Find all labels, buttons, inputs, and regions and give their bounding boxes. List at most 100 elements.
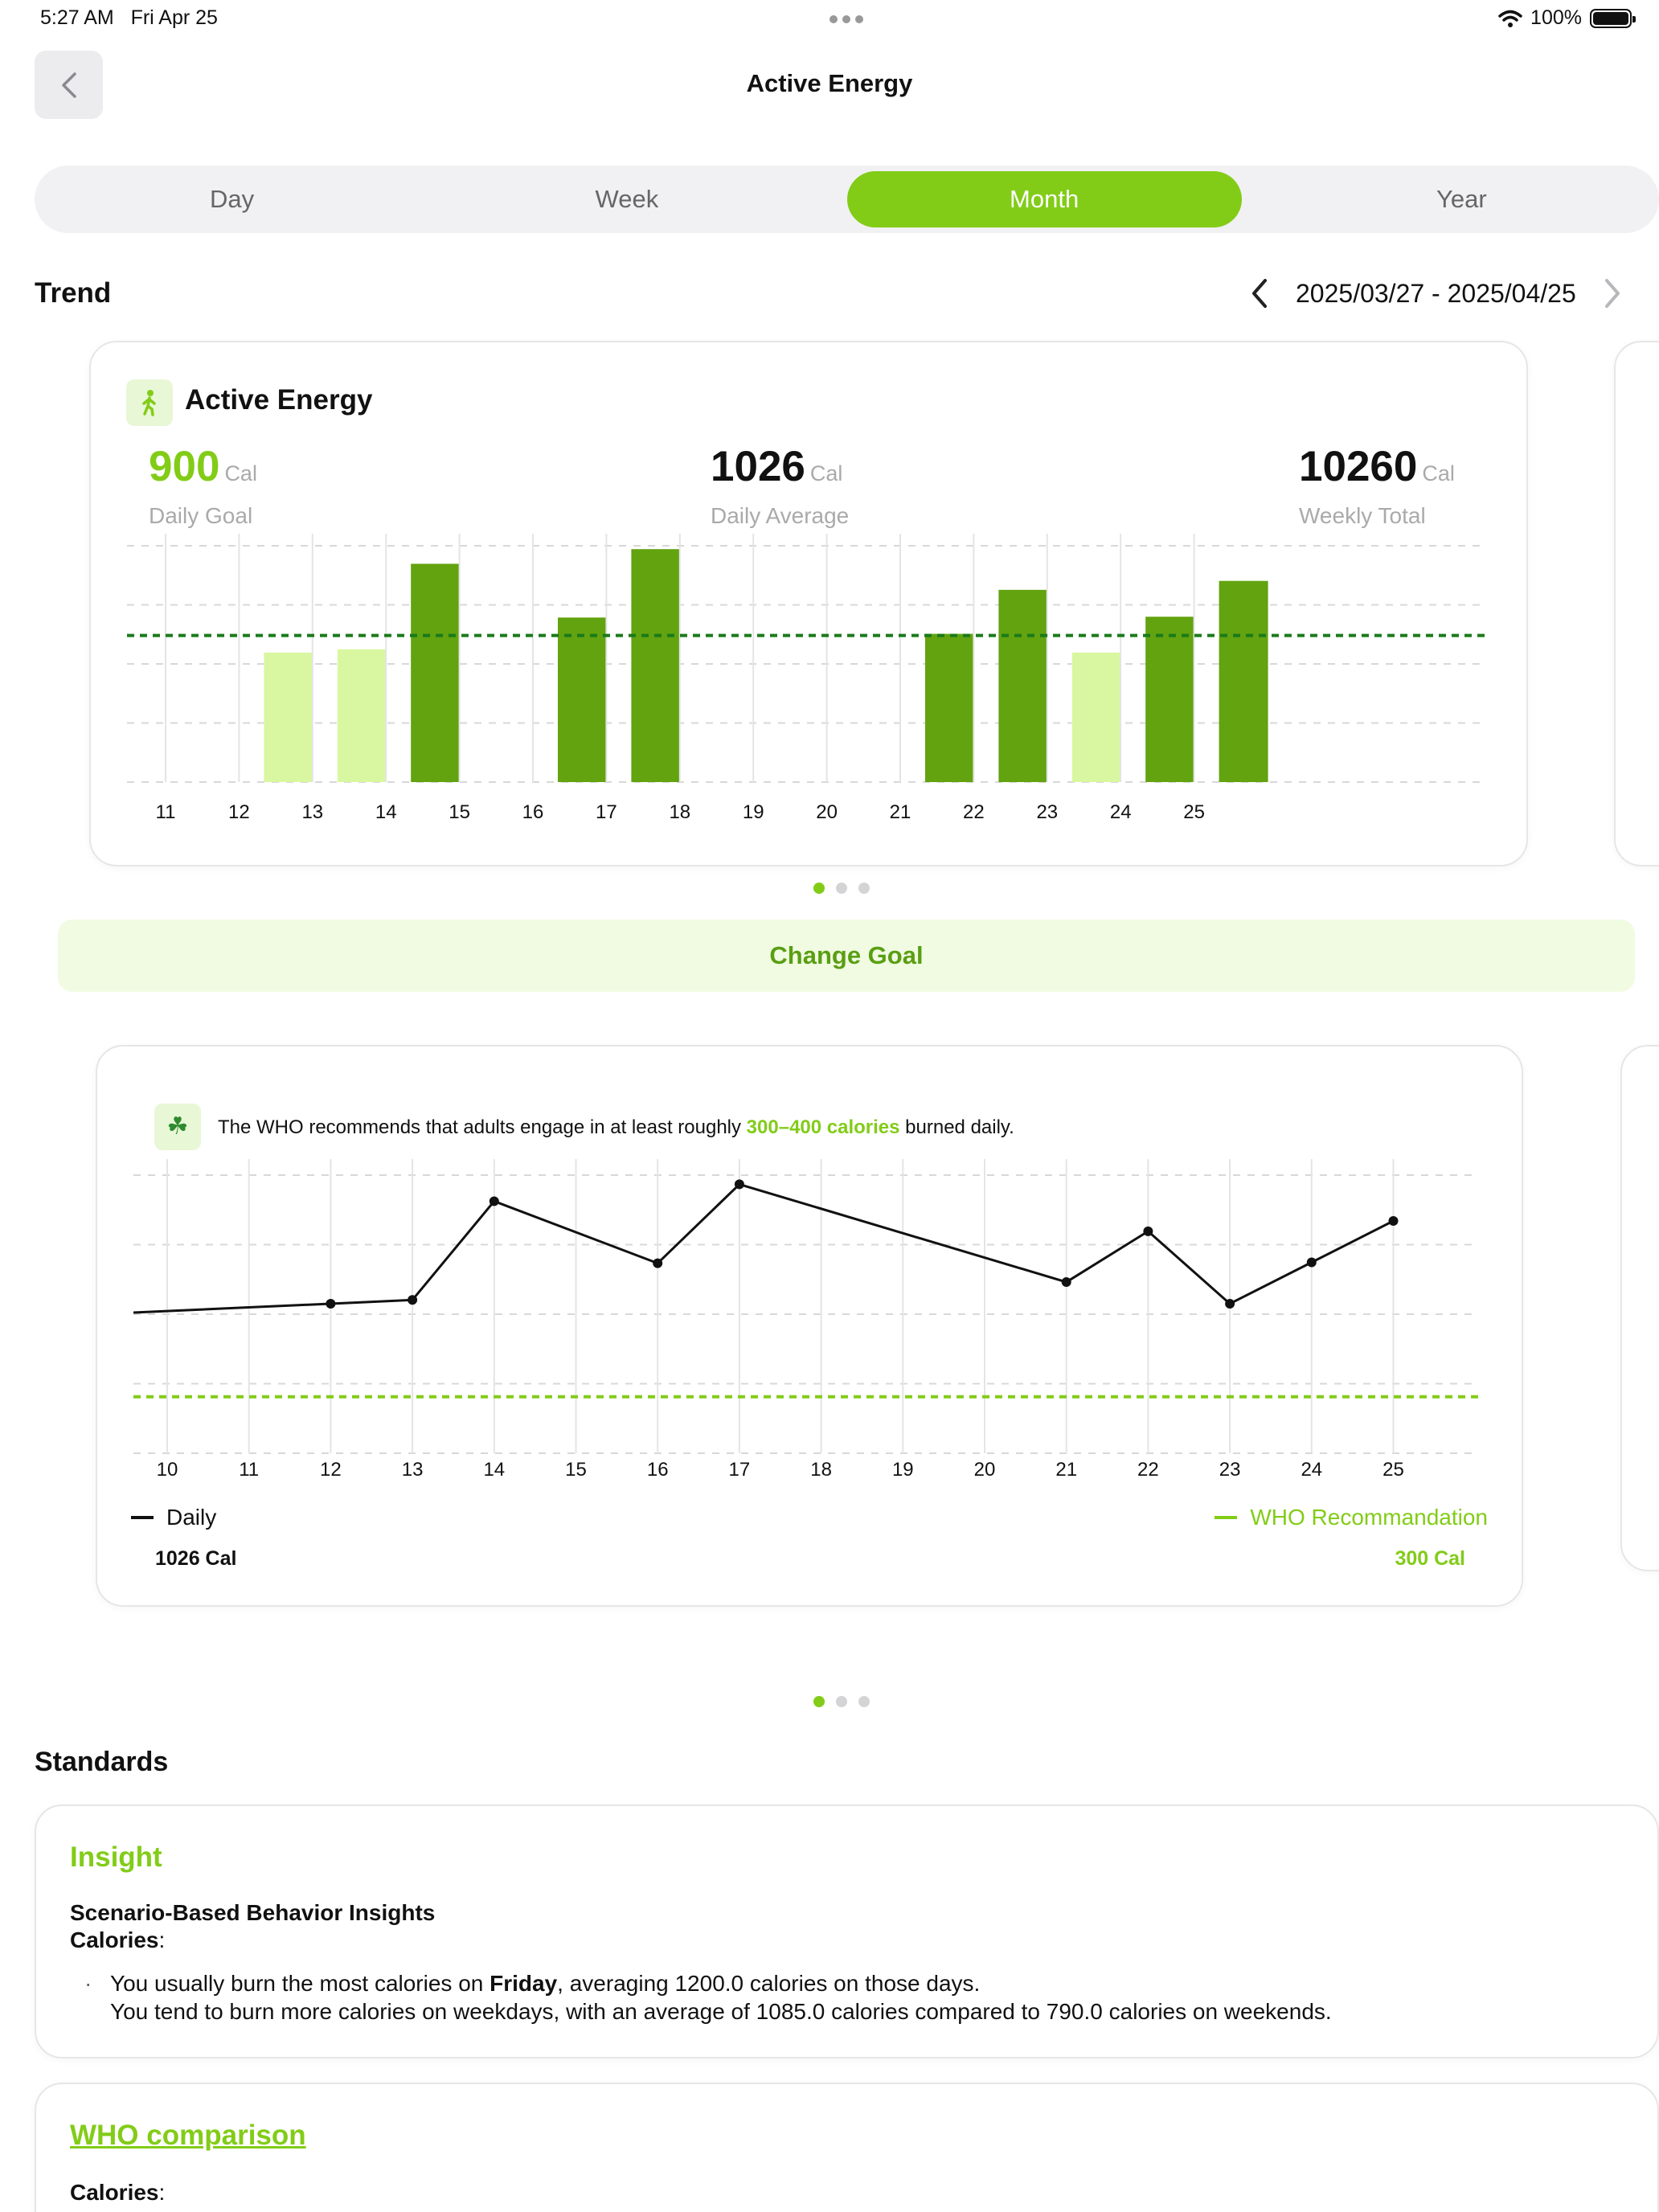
x-tick-label: 14 [483, 1459, 505, 1481]
insight-line-1: You usually burn the most calories on Fr… [110, 1971, 981, 1996]
bar [1071, 652, 1121, 782]
chevron-left-icon [1252, 279, 1267, 308]
x-tick-label: 25 [1183, 801, 1205, 823]
daily-point [734, 1179, 744, 1190]
back-button[interactable] [35, 51, 103, 119]
daily-point [1061, 1277, 1071, 1288]
x-tick-label: 18 [810, 1459, 832, 1481]
card-pager[interactable] [813, 1696, 870, 1707]
active-energy-card[interactable]: Active Energy 900 Cal Daily Goal 1026 Cal … [89, 341, 1528, 866]
legend-daily-swatch [131, 1516, 154, 1519]
x-tick-label: 16 [522, 801, 544, 823]
pager-dot[interactable] [858, 883, 870, 894]
date-range: 2025/03/27 - 2025/04/25 [1296, 278, 1576, 308]
x-tick-label: 22 [1137, 1459, 1159, 1481]
tab-day[interactable]: Day [210, 185, 255, 213]
clover-icon: ☘ [166, 1113, 189, 1140]
daily-point [1225, 1298, 1235, 1309]
x-tick-label: 20 [974, 1459, 996, 1481]
x-tick-label: 14 [375, 801, 397, 823]
pager-dot-active[interactable] [813, 883, 825, 894]
x-tick-label: 17 [729, 1459, 751, 1481]
insight-card: Insight Scenario-Based Behavior Insights… [35, 1804, 1659, 2058]
x-tick-label: 13 [301, 801, 323, 823]
x-tick-label: 23 [1219, 1459, 1241, 1481]
weekly-total-label: Weekly Total [1299, 503, 1426, 528]
who-comparison-card: WHO comparison Calories: [35, 2083, 1659, 2212]
bar [1145, 616, 1195, 782]
tab-week[interactable]: Week [595, 185, 659, 213]
x-tick-label: 25 [1382, 1459, 1404, 1481]
daily-point [1306, 1257, 1317, 1268]
x-tick-label: 13 [402, 1459, 424, 1481]
bar-chart: 11 12 13 14 15 16 17 18 19 20 21 22 23 24 25 [127, 534, 1485, 823]
bar [264, 652, 313, 782]
x-tick-label: 18 [669, 801, 690, 823]
x-tick-label: 11 [156, 801, 176, 823]
x-tick-label: 21 [890, 801, 911, 823]
line-chart: 10 11 12 13 14 15 16 17 18 19 20 21 22 23 24 25 [133, 1159, 1480, 1481]
legend-who-swatch [1215, 1516, 1238, 1519]
x-tick-label: 24 [1301, 1459, 1322, 1481]
change-goal-button[interactable]: Change Goal [58, 920, 1635, 992]
x-tick-label: 15 [449, 801, 470, 823]
bar [998, 589, 1048, 782]
who-card[interactable]: ☘ The WHO recommends that adults engage … [96, 1045, 1523, 1607]
next-card-peek[interactable] [1614, 341, 1659, 866]
trend-label: Trend [35, 277, 112, 309]
next-range-button[interactable] [1599, 277, 1626, 309]
legend-daily: Daily [131, 1505, 216, 1530]
x-tick-label: 16 [647, 1459, 669, 1481]
daily-point [489, 1196, 499, 1206]
legend-who: WHO Recommandation [1215, 1505, 1488, 1530]
battery-icon [1590, 8, 1636, 28]
who-calories-heading: Calories: [70, 2180, 166, 2205]
daily-average-label: Daily Average [711, 503, 850, 528]
daily-point [408, 1295, 418, 1305]
pager-dot-active[interactable] [813, 1696, 825, 1707]
wifi-icon [1498, 10, 1522, 27]
x-tick-label: 10 [157, 1459, 178, 1481]
bar [411, 563, 461, 782]
x-tick-label: 12 [320, 1459, 342, 1481]
pager-dot[interactable] [858, 1696, 870, 1707]
bar [631, 549, 681, 782]
card-pager[interactable] [813, 883, 870, 894]
calories-heading: Calories: [70, 1927, 166, 1952]
daily-series-line [133, 1182, 1395, 1314]
daily-average-value: 1026 Cal [711, 443, 843, 490]
weekly-total-value: 10260 Cal [1299, 443, 1455, 490]
who-comparison-title[interactable]: WHO comparison [70, 2120, 306, 2151]
period-tabs: Day Week Month Year [35, 166, 1659, 233]
x-tick-label: 19 [892, 1459, 914, 1481]
prev-range-button[interactable] [1246, 277, 1273, 309]
x-tick-label: 22 [963, 801, 985, 823]
tab-month[interactable]: Month [846, 171, 1242, 227]
next-card-peek[interactable] [1620, 1045, 1659, 1571]
x-tick-label: 21 [1055, 1459, 1077, 1481]
date-navigator: 2025/03/27 - 2025/04/25 [1246, 277, 1626, 309]
x-tick-label: 20 [816, 801, 838, 823]
status-indicators: 100% [1498, 6, 1636, 30]
x-tick-label: 15 [565, 1459, 587, 1481]
pager-dot[interactable] [836, 1696, 847, 1707]
x-tick-label: 12 [228, 801, 250, 823]
more-dots-icon[interactable] [828, 11, 865, 27]
tab-year[interactable]: Year [1436, 185, 1487, 213]
x-tick-label: 24 [1110, 801, 1132, 823]
daily-goal-value: 900 Cal [149, 443, 257, 490]
pager-dot[interactable] [836, 883, 847, 894]
x-tick-label: 17 [596, 801, 617, 823]
clover-icon-chip: ☘ [154, 1104, 201, 1150]
daily-value: 1026 Cal [155, 1547, 237, 1570]
card-title: Active Energy [185, 384, 373, 416]
battery-percent: 100% [1530, 6, 1582, 29]
bar [337, 649, 387, 782]
walking-icon [142, 390, 156, 416]
daily-point [1143, 1226, 1153, 1236]
chevron-right-icon [1604, 279, 1620, 308]
insight-subtitle: Scenario-Based Behavior Insights [70, 1900, 436, 1925]
insight-line-2: You tend to burn more calories on weekda… [110, 1999, 1332, 2024]
daily-point [326, 1298, 336, 1309]
bar [925, 633, 974, 782]
